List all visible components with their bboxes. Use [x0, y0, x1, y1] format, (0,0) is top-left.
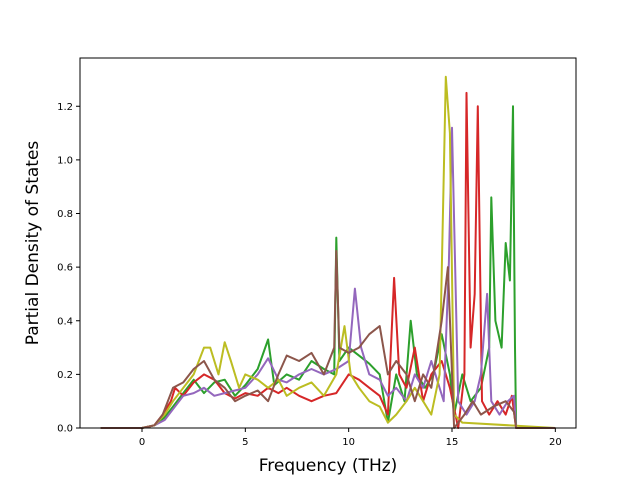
x-axis: 0 5 10 15 20: [139, 428, 562, 448]
y-tick-label: 1.0: [57, 155, 73, 166]
series-line-0: [100, 105, 556, 429]
y-tick-label: 0.0: [57, 424, 73, 435]
y-axis-label: Partial Density of States: [23, 141, 43, 346]
y-axis: 0.0 0.2 0.4 0.6 0.8 1.0 1.2: [57, 102, 80, 435]
x-tick-label: 15: [446, 437, 459, 448]
y-tick-label: 0.8: [57, 209, 73, 220]
series-line-2: [100, 126, 556, 429]
y-tick-label: 0.4: [57, 316, 73, 327]
x-tick-label: 20: [549, 437, 562, 448]
plot-frame: [79, 57, 577, 429]
x-tick-label: 0: [139, 437, 145, 448]
y-tick-label: 0.2: [57, 370, 73, 381]
series-line-1: [100, 91, 556, 429]
y-tick-label: 0.6: [57, 263, 73, 274]
x-tick-label: 5: [242, 437, 248, 448]
x-axis-label: Frequency (THz): [259, 456, 398, 476]
y-tick-label: 1.2: [57, 102, 73, 113]
x-tick-label: 10: [342, 437, 355, 448]
plot-lines: [100, 75, 556, 429]
series-line-4: [100, 250, 556, 429]
